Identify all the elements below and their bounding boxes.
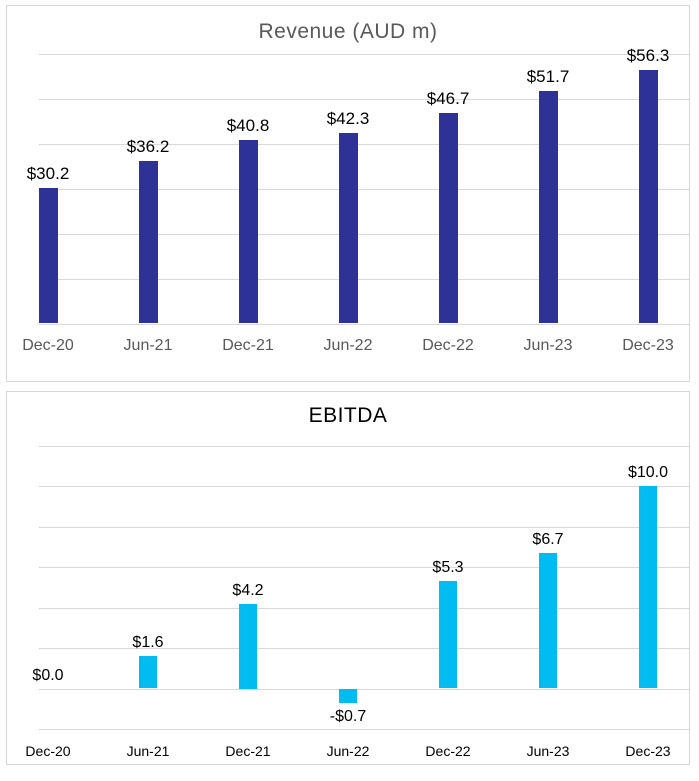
data-label: $30.2 xyxy=(26,163,70,183)
data-label: $6.7 xyxy=(532,531,564,549)
data-label: $0.0 xyxy=(32,666,64,684)
gridline xyxy=(39,607,689,609)
gridline xyxy=(39,98,689,100)
x-axis-label: Jun-23 xyxy=(523,337,573,354)
bar-jun-23 xyxy=(539,553,557,689)
x-axis-label: Jun-21 xyxy=(126,743,170,759)
bar-dec-22 xyxy=(438,113,458,324)
gridline xyxy=(39,233,689,235)
x-axis-label: Dec-21 xyxy=(225,743,271,759)
revenue-chart-title: Revenue (AUD m) xyxy=(258,20,438,43)
ebitda-chart-title: EBITDA xyxy=(308,404,388,427)
ebitda-chart-plot: $0.0 Dec-20 $1.6 Jun-21 $4.2 Dec-21 -$0.7 Jun-2… xyxy=(7,392,689,764)
bar-dec-21 xyxy=(239,603,257,689)
x-axis-label: Dec-23 xyxy=(625,743,671,759)
data-label: $51.7 xyxy=(526,66,570,86)
data-label: $46.7 xyxy=(426,89,470,109)
x-axis-label: Jun-23 xyxy=(526,743,570,759)
ebitda-chart-panel: EBITDA $0.0 Dec-20 $1.6 Jun-21 $4.2 Dec-21 -$0… xyxy=(6,391,690,765)
gridline xyxy=(39,648,689,650)
data-label: $10.0 xyxy=(627,464,669,482)
bar-jun-21 xyxy=(138,160,158,324)
x-axis-label: Dec-22 xyxy=(425,743,471,759)
gridline xyxy=(39,143,689,145)
x-axis-label: Dec-22 xyxy=(422,337,474,354)
gridline xyxy=(39,53,689,55)
gridline xyxy=(39,446,689,447)
bar-dec-23 xyxy=(639,486,657,689)
bar-dec-20 xyxy=(38,187,58,324)
gridline xyxy=(39,323,689,325)
x-axis-label: Dec-21 xyxy=(222,337,274,354)
bar-jun-22 xyxy=(338,133,358,324)
bar-dec-21 xyxy=(238,139,258,324)
gridline xyxy=(39,729,689,730)
gridline xyxy=(39,567,689,569)
data-label: $56.3 xyxy=(626,46,670,66)
x-axis-label: Jun-22 xyxy=(323,337,373,354)
revenue-chart-plot: $30.2 Dec-20 $36.2 Jun-21 $40.8 Dec-21 $42.3 Ju… xyxy=(7,6,689,381)
data-label: $5.3 xyxy=(432,559,464,577)
gridline xyxy=(39,486,689,488)
x-axis-label: Jun-21 xyxy=(123,337,173,354)
x-axis-label: Dec-23 xyxy=(622,337,674,354)
revenue-chart-panel: Revenue (AUD m) $30.2 Dec-20 $36.2 Jun-21 $4… xyxy=(6,5,690,382)
gridline xyxy=(39,188,689,190)
data-label: $40.8 xyxy=(226,115,270,135)
bar-dec-22 xyxy=(439,581,457,689)
data-label: $1.6 xyxy=(132,634,164,652)
x-axis-label: Dec-20 xyxy=(22,337,74,354)
data-label: $4.2 xyxy=(232,581,264,599)
x-axis-label: Jun-22 xyxy=(326,743,370,759)
data-label: $36.2 xyxy=(126,136,170,156)
gridline xyxy=(39,278,689,280)
gridline xyxy=(39,526,689,528)
data-label: $42.3 xyxy=(326,109,370,129)
data-label: -$0.7 xyxy=(329,707,367,725)
bar-dec-23 xyxy=(638,70,658,324)
gridline xyxy=(39,688,689,690)
x-axis-label: Dec-20 xyxy=(25,743,71,759)
bar-jun-23 xyxy=(538,90,558,324)
bar-jun-21 xyxy=(139,656,157,689)
bar-jun-22 xyxy=(339,688,357,703)
